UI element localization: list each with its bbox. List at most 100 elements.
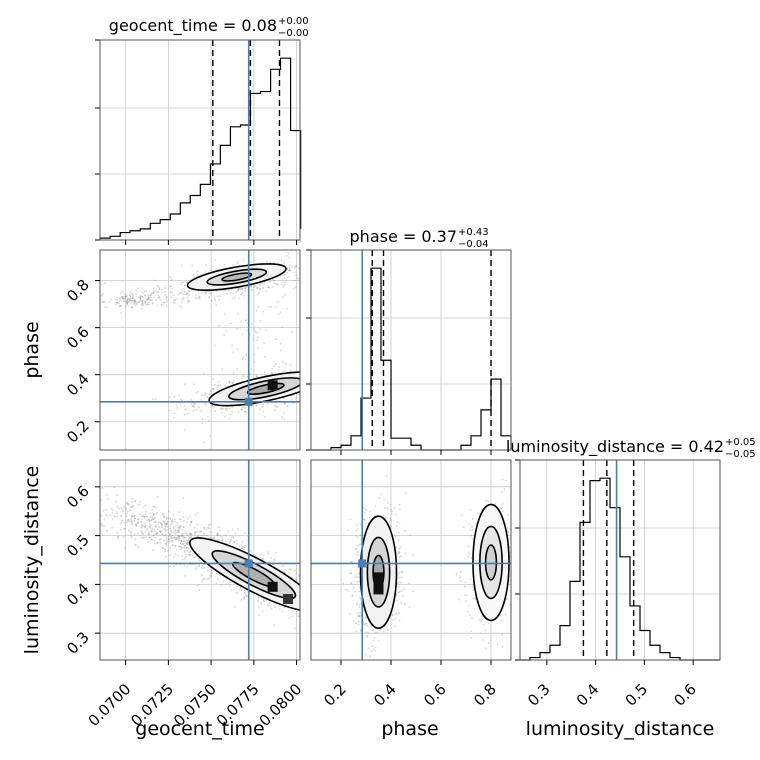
scatter-point (283, 284, 286, 286)
scatter-point (304, 600, 306, 602)
scatter-point (242, 356, 245, 359)
scatter-point (494, 503, 497, 505)
scatter-point (164, 528, 167, 531)
scatter-point (127, 518, 130, 521)
scatter-point (270, 608, 273, 610)
scatter-point (356, 580, 359, 583)
scatter-point (216, 534, 219, 537)
scatter-point (186, 412, 189, 415)
scatter-point (160, 304, 163, 307)
scatter-point (158, 295, 161, 298)
scatter-point (119, 304, 122, 307)
scatter-point (122, 535, 125, 538)
scatter-point (146, 527, 149, 530)
scatter-point (135, 289, 138, 292)
scatter-point (291, 399, 293, 401)
scatter-point (175, 521, 178, 524)
truth-marker (244, 559, 253, 568)
scatter-point (175, 538, 178, 540)
scatter-point (181, 558, 184, 561)
scatter-point (294, 286, 297, 288)
scatter-point (275, 283, 278, 285)
scatter-point (160, 531, 162, 534)
scatter-point (127, 510, 129, 513)
scatter-point (273, 365, 275, 368)
scatter-point (126, 303, 129, 305)
scatter-point (189, 554, 192, 557)
scatter-point (358, 603, 361, 606)
scatter-point (352, 365, 354, 367)
scatter-point (214, 383, 216, 386)
scatter-point (306, 364, 308, 366)
scatter-point (365, 667, 367, 669)
scatter-point (182, 497, 185, 499)
scatter-point (126, 297, 129, 300)
scatter-point (162, 547, 165, 550)
scatter-point (117, 537, 120, 540)
scatter-point (300, 388, 302, 390)
scatter-point (400, 576, 403, 579)
scatter-point (467, 611, 470, 613)
scatter-point (349, 572, 352, 575)
scatter-point (152, 296, 155, 299)
scatter-point (140, 521, 142, 524)
scatter-point (231, 406, 234, 409)
scatter-point (408, 582, 410, 585)
scatter-point (121, 295, 123, 298)
scatter-point (139, 297, 142, 300)
scatter-point (227, 530, 230, 533)
scatter-point (379, 629, 382, 632)
scatter-point (177, 293, 180, 296)
scatter-point (114, 515, 117, 518)
scatter-point (224, 583, 227, 586)
scatter-point (181, 547, 184, 549)
scatter-point (220, 535, 223, 538)
scatter-point (240, 589, 243, 592)
scatter-point (337, 630, 339, 632)
scatter-point (396, 520, 399, 523)
scatter-point (169, 533, 172, 536)
scatter-point (203, 532, 205, 535)
scatter-point (302, 603, 304, 605)
scatter-point (373, 637, 376, 639)
scatter-point (209, 268, 212, 270)
scatter-point (155, 506, 158, 509)
scatter-point (301, 606, 303, 608)
scatter-point (197, 557, 200, 560)
scatter-point (232, 293, 235, 295)
scatter-point (163, 522, 166, 525)
scatter-point (190, 398, 193, 401)
scatter-point (189, 532, 192, 535)
scatter-point (116, 297, 119, 299)
scatter-point (182, 543, 184, 545)
scatter-point (236, 527, 239, 530)
scatter-point (147, 304, 150, 306)
scatter-point (327, 272, 329, 274)
scatter-point (411, 554, 414, 557)
scatter-point (257, 600, 259, 602)
scatter-point (297, 277, 299, 280)
scatter-point (91, 512, 93, 514)
scatter-point (131, 295, 134, 298)
scatter-point (274, 372, 277, 374)
scatter-point (211, 404, 214, 407)
scatter-point (190, 533, 193, 535)
scatter-point (131, 520, 134, 523)
scatter-point (355, 574, 358, 576)
scatter-point (392, 619, 395, 621)
scatter-point (169, 533, 171, 536)
scatter-point (206, 534, 209, 537)
scatter-point (161, 546, 164, 549)
scatter-point (322, 591, 324, 593)
scatter-point (224, 384, 227, 387)
scatter-point (149, 299, 152, 302)
x-tick-label: 0.2 (320, 680, 350, 710)
scatter-point (323, 267, 325, 269)
scatter-point (148, 519, 151, 522)
density-peak (267, 380, 278, 391)
scatter-point (177, 534, 180, 536)
scatter-point (236, 348, 239, 351)
hist-frame-phase (310, 249, 512, 451)
scatter-point (282, 411, 285, 414)
scatter-point (146, 298, 149, 301)
